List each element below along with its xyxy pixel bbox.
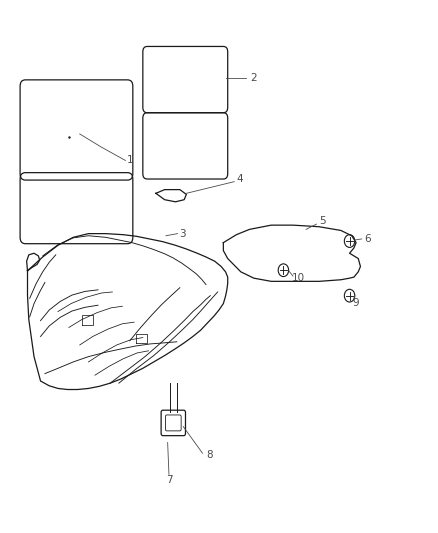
Text: 8: 8 (206, 450, 213, 460)
Text: 9: 9 (352, 297, 359, 308)
Text: 3: 3 (179, 229, 185, 239)
Text: 6: 6 (364, 234, 371, 244)
Text: 10: 10 (292, 273, 305, 283)
Text: 2: 2 (251, 73, 257, 83)
Text: 5: 5 (319, 216, 326, 227)
Text: 7: 7 (166, 475, 172, 484)
Text: 4: 4 (237, 174, 243, 184)
Text: 1: 1 (127, 156, 133, 165)
